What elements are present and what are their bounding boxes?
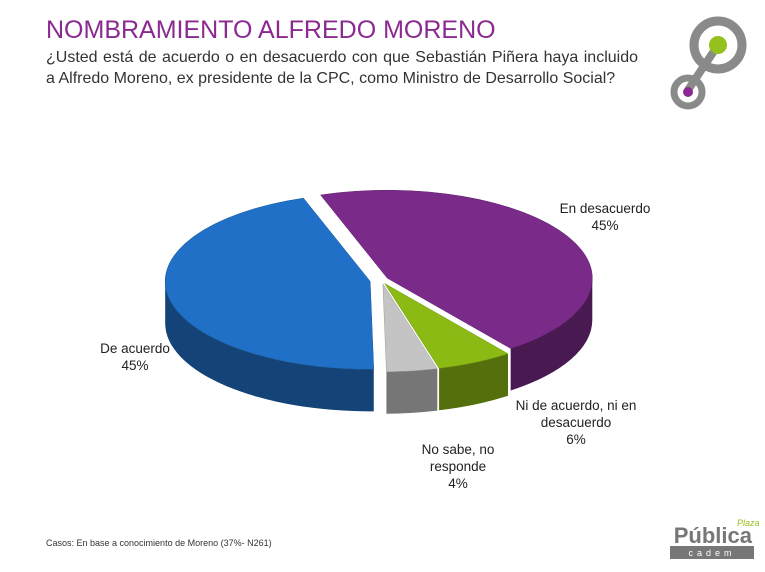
slice — [165, 197, 375, 370]
slice-side — [165, 281, 374, 412]
logo-top: Plaza — [737, 518, 760, 528]
slice-side — [439, 353, 509, 411]
slice-label: De acuerdo — [100, 341, 170, 356]
chart-subtitle: ¿Usted está de acuerdo o en desacuerdo c… — [46, 49, 638, 87]
slice-side — [510, 278, 593, 391]
value-label: 4% — [448, 476, 468, 491]
value-label: 6% — [566, 432, 586, 447]
logo-main: Pública — [674, 523, 753, 548]
slice — [382, 282, 438, 373]
value-label: 45% — [591, 218, 619, 233]
footnote: Casos: En base a conocimiento de Moreno … — [46, 538, 272, 548]
slice — [384, 283, 509, 369]
slice — [320, 189, 593, 349]
logo-dot — [709, 36, 727, 54]
chart-title: NOMBRAMIENTO ALFREDO MORENO — [46, 16, 496, 44]
slice-side — [386, 368, 438, 414]
value-label: 45% — [121, 358, 149, 373]
logo-band — [670, 546, 754, 559]
slice-label: Ni de acuerdo, ni en desacuerdo — [515, 398, 637, 430]
logo-bottom: cadem — [688, 548, 735, 558]
logo-ring — [689, 16, 747, 74]
logo-dot — [683, 87, 693, 97]
logo-icon — [670, 16, 747, 110]
slice-label: En desacuerdo — [559, 201, 651, 216]
slice-label: No sabe, no responde — [421, 442, 495, 474]
logo-ring — [670, 74, 706, 110]
